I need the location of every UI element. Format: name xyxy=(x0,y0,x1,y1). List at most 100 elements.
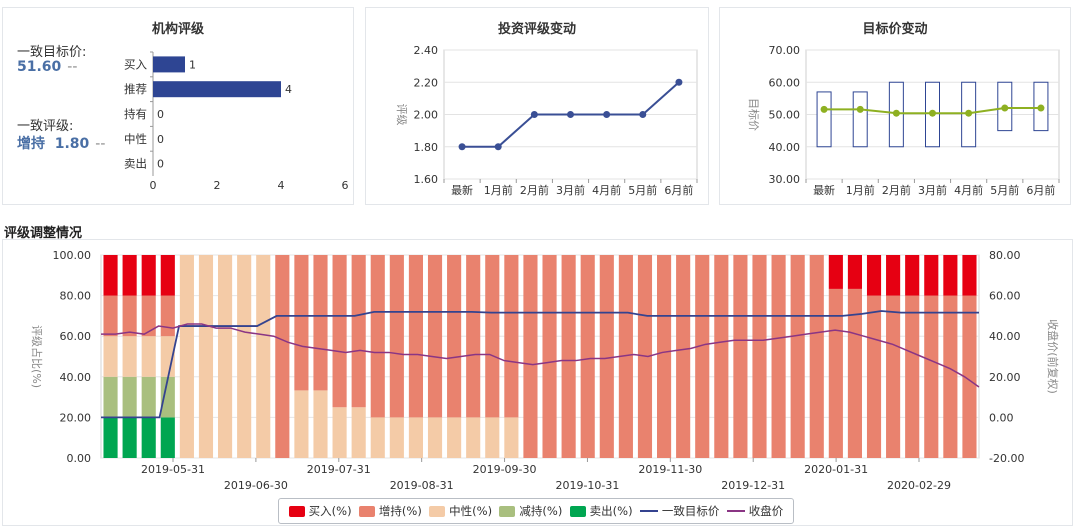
bar-3-buy xyxy=(160,255,175,296)
consensus-rating-dash: -- xyxy=(95,136,106,152)
bar-0-buy xyxy=(103,255,118,296)
left-tick-label: 80.00 xyxy=(60,290,92,303)
category-label-0: 买入 xyxy=(124,57,147,71)
rating-point-4 xyxy=(603,111,611,118)
legend-underweight-label: 减持(%) xyxy=(519,504,563,518)
y-axis-title: 目标价 xyxy=(747,98,761,131)
bar-32-overweight xyxy=(714,255,729,458)
left-tick-label: 0.00 xyxy=(67,452,92,465)
x-tick-label: 2 xyxy=(214,179,221,192)
institution-rating-chart: 0 2 4 6买入 1推荐 4持有 0中性 0卖出 0 xyxy=(124,51,349,192)
target-point-5 xyxy=(1001,104,1009,112)
x-tick-label-8: 2020-01-31 xyxy=(804,463,868,476)
rating-point-5 xyxy=(639,111,647,118)
left-tick-label: 40.00 xyxy=(60,371,92,384)
bar-1-buy xyxy=(122,255,137,296)
x-tick-label: 6 xyxy=(342,179,349,192)
bar-3-sell xyxy=(160,417,175,458)
bar-2-neutral xyxy=(141,336,156,377)
x-tick-label-1: 1月前 xyxy=(484,183,513,197)
institution-rating-title: 机构评级 xyxy=(151,22,204,37)
target-point-6 xyxy=(1037,104,1045,112)
rating-adjustment-chart: 0.00 20.00 40.00 60.00 80.00 100.00 -20.00 0.00… xyxy=(30,249,1060,492)
bar-41-overweight xyxy=(886,295,901,458)
consensus-target-dash: -- xyxy=(67,59,78,75)
bar-39-overweight xyxy=(847,288,862,458)
bar-18-overweight xyxy=(447,255,462,418)
bar-38-buy xyxy=(828,255,843,289)
consensus-rating-label: 一致评级: xyxy=(17,119,74,134)
legend-target-line xyxy=(639,510,658,512)
bar-value-label-3: 0 xyxy=(157,133,164,146)
bar-16-overweight xyxy=(408,255,423,418)
bar-1-neutral xyxy=(122,336,137,377)
bar-8-neutral xyxy=(256,255,271,458)
bar-3-neutral xyxy=(160,336,175,377)
bar-14-overweight xyxy=(370,255,385,418)
bar-2-underweight xyxy=(141,376,156,418)
legend-underweight-swatch xyxy=(499,505,516,517)
category-label-3: 中性 xyxy=(124,132,147,146)
x-tick-label: 4 xyxy=(278,179,285,192)
legend-buy[interactable]: 买入(%) xyxy=(288,503,352,519)
bar-36-overweight xyxy=(790,255,805,458)
legend-overweight-swatch xyxy=(358,505,375,517)
bar-value-label-2: 0 xyxy=(157,108,164,121)
legend-buy-swatch xyxy=(288,505,305,517)
right-tick-label: 20.00 xyxy=(989,371,1021,384)
bar-43-buy xyxy=(924,255,939,296)
legend-buy-label: 买入(%) xyxy=(308,504,352,518)
bar-11-overweight xyxy=(313,255,328,391)
x-tick-label-2: 2019-07-31 xyxy=(307,463,371,476)
bar-29-overweight xyxy=(657,255,672,458)
bar-15-neutral xyxy=(389,417,404,458)
target-point-3 xyxy=(929,109,936,117)
bar-10-neutral xyxy=(294,390,309,458)
x-tick-label-5: 2019-10-31 xyxy=(555,479,619,492)
bar-19-neutral xyxy=(466,417,481,458)
x-tick-label-3: 2019-08-31 xyxy=(390,479,454,492)
y-tick-label: 1.60 xyxy=(414,173,439,186)
bar-40-buy xyxy=(866,255,882,296)
range-box-1 xyxy=(852,91,868,148)
x-tick-label-3: 3月前 xyxy=(918,183,947,197)
bar-1-sell xyxy=(122,417,137,458)
bar-40-overweight xyxy=(866,295,882,458)
legend-target-price[interactable]: 一致目标价 xyxy=(639,503,720,519)
category-label-4: 卖出 xyxy=(124,157,147,171)
bar-3-overweight xyxy=(160,295,175,337)
bar-1-underweight xyxy=(122,376,137,418)
legend-underweight[interactable]: 减持(%) xyxy=(499,503,562,519)
bar-39-buy xyxy=(847,255,862,289)
x-tick-label: 0 xyxy=(150,179,157,192)
y-tick-label: 40.00 xyxy=(769,141,801,154)
x-tick-label-4: 4月前 xyxy=(592,183,621,197)
bar-21-neutral xyxy=(504,417,519,458)
rating-change-title: 投资评级变动 xyxy=(497,22,576,37)
legend-overweight[interactable]: 增持(%) xyxy=(358,503,422,519)
legend-sell[interactable]: 卖出(%) xyxy=(569,503,633,519)
bar-12-neutral xyxy=(332,407,347,458)
legend-neutral[interactable]: 中性(%) xyxy=(429,503,492,519)
bar-33-overweight xyxy=(733,255,748,458)
target-point-4 xyxy=(965,109,973,117)
x-tick-label-2: 2月前 xyxy=(882,183,911,197)
rating-point-6 xyxy=(675,78,683,86)
legend-target-label: 一致目标价 xyxy=(661,504,720,518)
bar-0-neutral xyxy=(103,336,118,377)
range-box-0 xyxy=(816,91,832,148)
left-tick-label: 100.00 xyxy=(53,249,92,262)
bar-31-overweight xyxy=(695,255,710,458)
target-change-title: 目标价变动 xyxy=(862,22,928,37)
bar-2-overweight xyxy=(141,295,156,337)
bar-13-overweight xyxy=(351,255,366,408)
bar-19-overweight xyxy=(466,255,481,418)
bar-4-neutral xyxy=(179,255,194,458)
category-label-1: 推荐 xyxy=(124,82,147,96)
bar-26-overweight xyxy=(599,255,614,458)
legend-close-price[interactable]: 收盘价 xyxy=(726,503,783,519)
bar-17-overweight xyxy=(427,255,443,418)
bar-41-buy xyxy=(886,255,901,296)
y-tick-label: 70.00 xyxy=(769,44,801,57)
x-tick-label-4: 4月前 xyxy=(954,183,983,197)
